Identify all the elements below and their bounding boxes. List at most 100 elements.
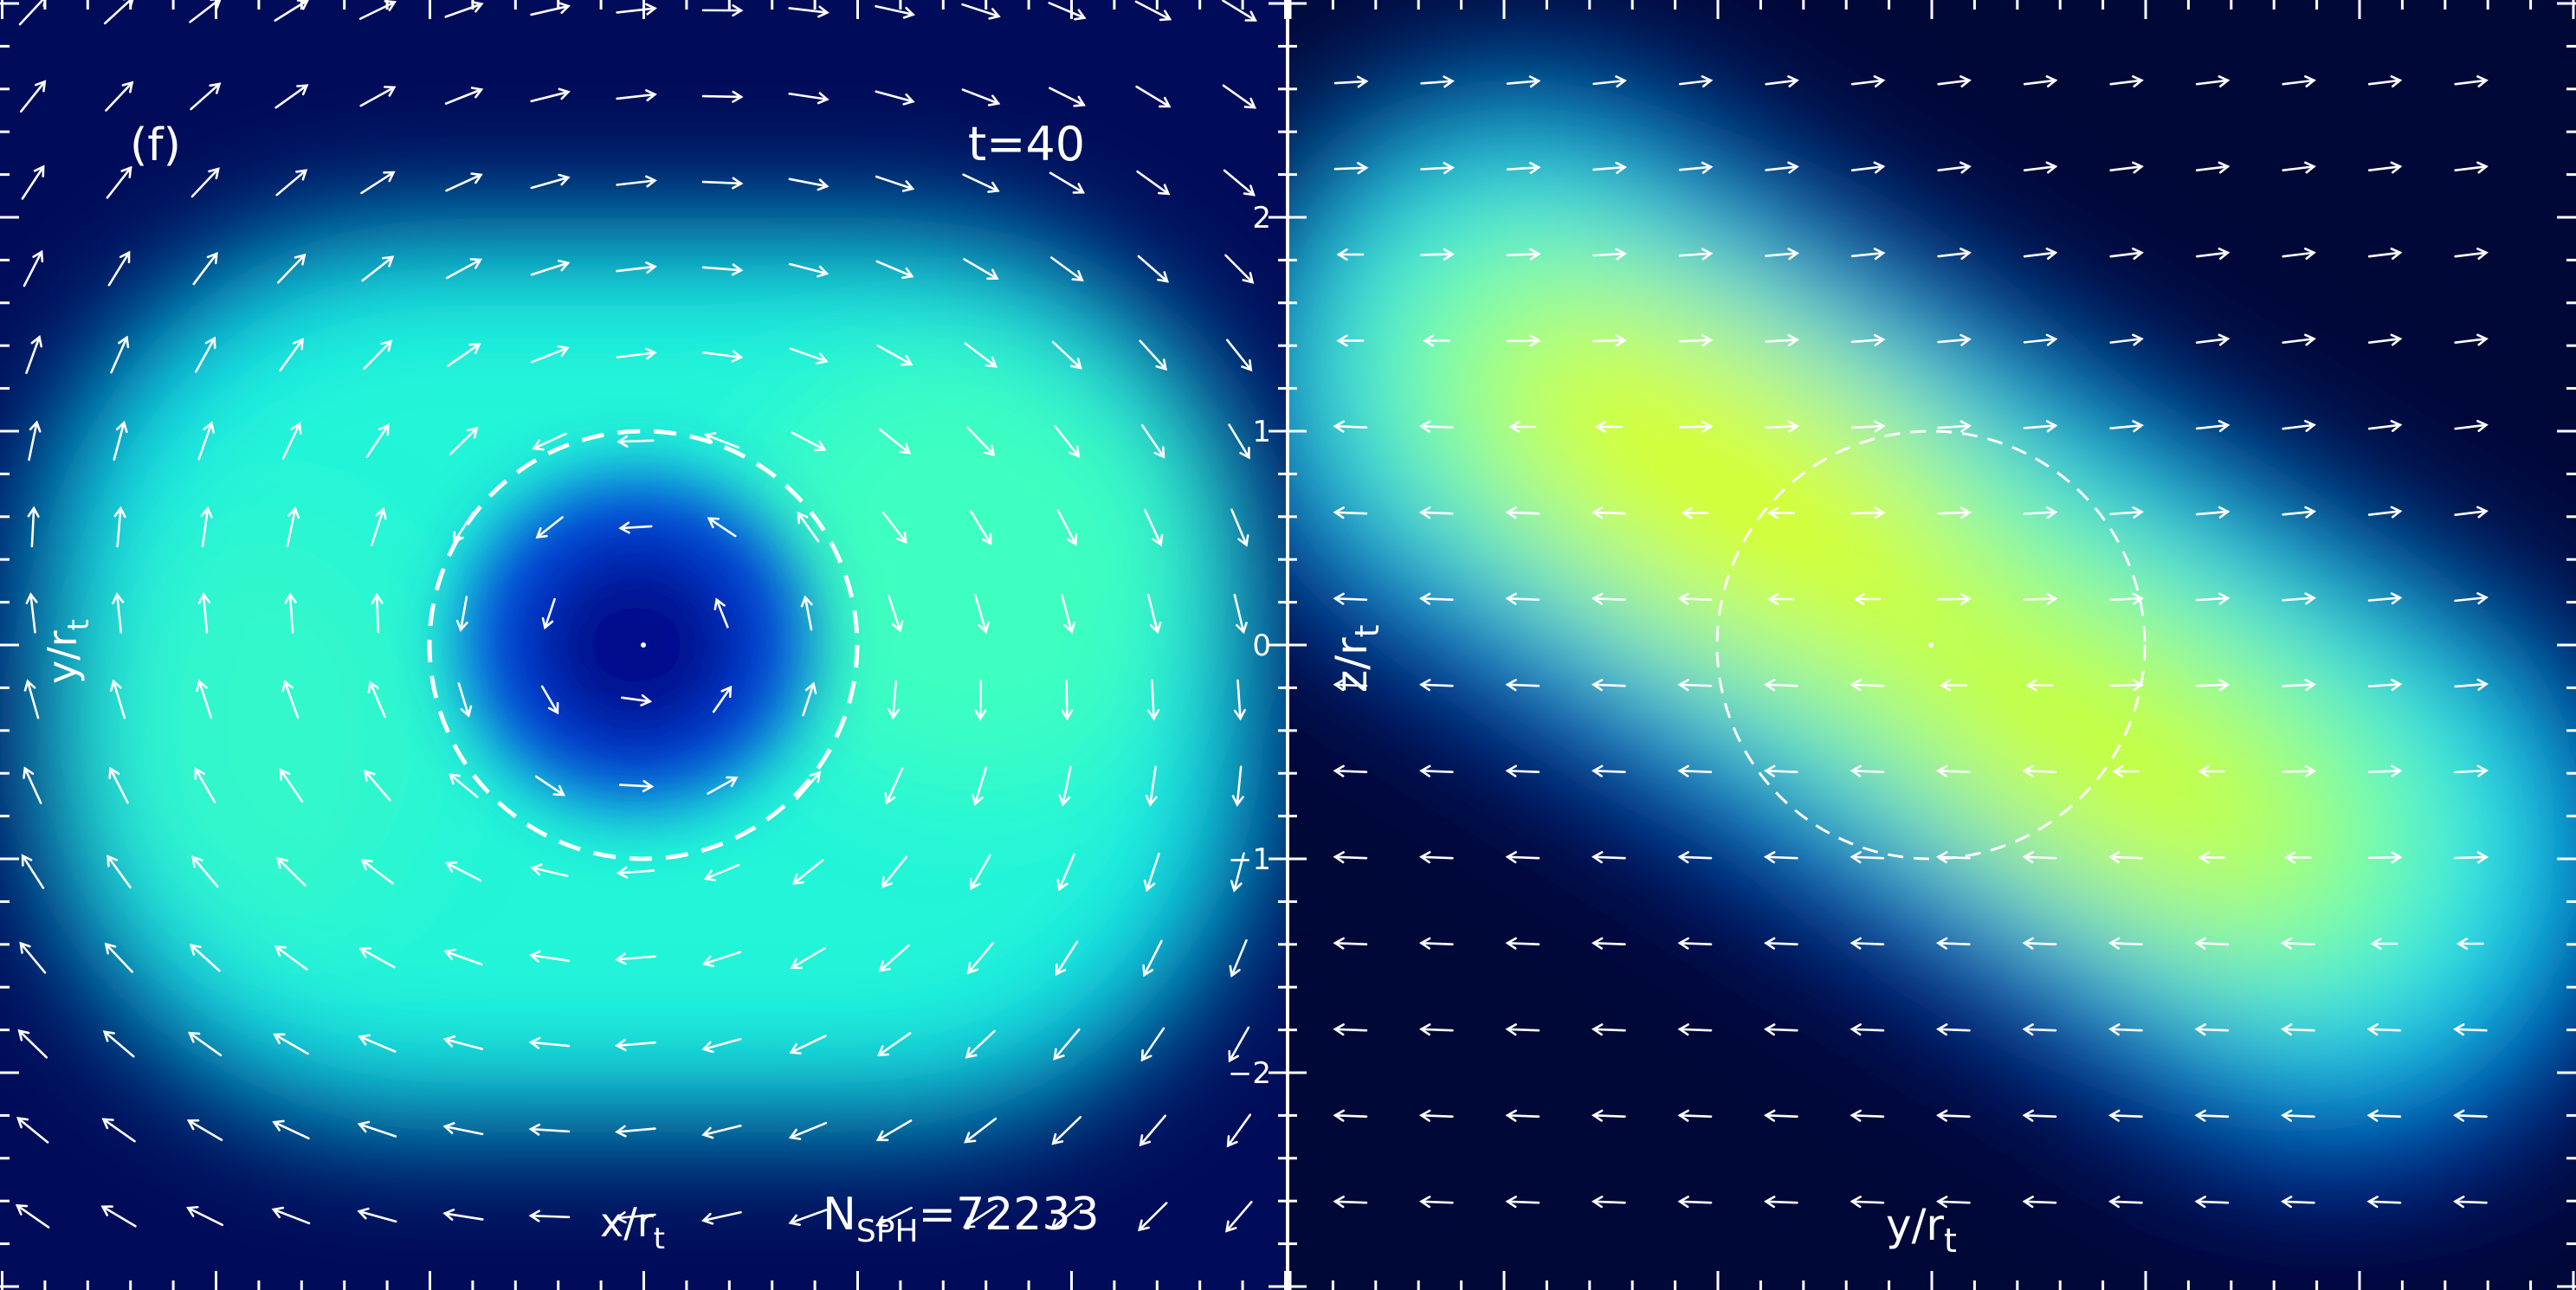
velocity-arrow: [707, 776, 739, 795]
velocity-arrow: [2109, 74, 2144, 87]
velocity-arrow: [358, 1034, 397, 1053]
velocity-arrow: [1937, 506, 1972, 519]
velocity-arrow: [2454, 74, 2489, 87]
velocity-arrow: [357, 1207, 397, 1223]
velocity-arrow: [1048, 2, 1087, 21]
velocity-arrow: [2367, 74, 2403, 87]
velocity-arrow: [19, 80, 47, 113]
velocity-arrow: [1677, 1196, 1713, 1209]
velocity-arrow: [2195, 161, 2231, 174]
velocity-arrow: [1224, 254, 1255, 284]
velocity-arrow: [875, 1119, 913, 1142]
velocity-arrow: [2108, 851, 2143, 864]
velocity-arrow: [1850, 74, 1886, 87]
velocity-arrow: [789, 347, 829, 364]
velocity-arrow: [615, 1211, 656, 1224]
velocity-arrow: [615, 952, 656, 965]
velocity-arrow: [1222, 84, 1256, 109]
velocity-arrow: [284, 592, 297, 634]
velocity-arrow: [528, 1209, 571, 1222]
velocity-arrow: [1678, 420, 1714, 433]
velocity-arrow: [2367, 506, 2403, 519]
velocity-arrow: [1333, 1109, 1368, 1122]
velocity-arrow: [1333, 764, 1368, 777]
velocity-arrow: [1049, 87, 1086, 107]
velocity-arrow: [23, 249, 44, 287]
velocity-arrow: [701, 1124, 742, 1139]
velocity-arrow: [881, 855, 908, 889]
velocity-arrow: [791, 431, 827, 452]
velocity-arrow: [455, 596, 468, 632]
velocity-arrow: [1850, 764, 1885, 777]
velocity-arrow: [1054, 424, 1081, 458]
velocity-arrow: [276, 856, 307, 887]
velocity-arrow: [1765, 420, 1799, 433]
velocity-arrow: [1333, 420, 1368, 433]
velocity-arrow: [1419, 592, 1454, 605]
velocity-arrow: [1333, 1023, 1368, 1036]
velocity-arrow: [1591, 592, 1626, 605]
velocity-arrow: [1592, 161, 1627, 174]
velocity-arrow: [1677, 592, 1713, 605]
velocity-arrow: [2367, 419, 2403, 432]
velocity-arrow: [530, 863, 569, 878]
velocity-arrow: [2282, 506, 2316, 519]
velocity-arrow: [1136, 170, 1171, 196]
velocity-arrow: [1937, 248, 1972, 261]
velocity-arrow: [2370, 937, 2398, 951]
velocity-arrow: [1233, 593, 1248, 635]
velocity-arrow: [1591, 764, 1626, 777]
velocity-arrow: [281, 422, 302, 460]
velocity-arrow: [191, 855, 219, 888]
velocity-arrow: [108, 766, 129, 804]
velocity-arrow: [2454, 161, 2489, 174]
velocity-arrow: [192, 251, 218, 286]
velocity-arrow: [1677, 679, 1713, 692]
velocity-arrow: [528, 1036, 571, 1049]
velocity-arrow: [1506, 334, 1541, 347]
velocity-arrow: [2022, 1023, 2057, 1036]
velocity-arrow: [2281, 1023, 2315, 1036]
velocity-arrow: [1764, 679, 1798, 692]
velocity-arrow: [2023, 161, 2058, 174]
velocity-arrow: [1419, 1109, 1454, 1122]
velocity-arrow: [112, 592, 125, 634]
velocity-arrow: [1936, 1023, 1971, 1036]
velocity-arrow: [1228, 1026, 1250, 1063]
velocity-arrow: [875, 4, 915, 19]
time-label: t=40: [968, 117, 1085, 171]
velocity-arrow: [1049, 171, 1086, 194]
velocity-arrow: [2108, 1196, 2143, 1209]
velocity-arrow: [616, 89, 657, 102]
velocity-arrow: [1937, 333, 1972, 346]
velocity-arrow: [1678, 161, 1714, 174]
y-tick-label: 0: [1252, 629, 1271, 663]
velocity-arrow: [2194, 1023, 2230, 1036]
velocity-arrow: [2112, 764, 2140, 778]
velocity-arrow: [1853, 592, 1882, 606]
velocity-arrow: [701, 951, 742, 968]
left-reference-circle: [427, 429, 860, 861]
velocity-arrow: [2022, 1109, 2057, 1122]
velocity-arrow: [1677, 851, 1713, 864]
velocity-arrow: [2366, 1023, 2402, 1036]
velocity-arrow: [1333, 75, 1369, 88]
velocity-arrow: [1228, 423, 1250, 460]
velocity-arrow: [2453, 1109, 2488, 1122]
velocity-arrow: [788, 92, 830, 105]
velocity-arrow: [535, 516, 564, 539]
velocity-arrow: [1592, 248, 1627, 261]
right-vector-field: [1333, 74, 2489, 1209]
velocity-arrow: [1677, 764, 1713, 777]
velocity-arrow: [279, 768, 304, 803]
velocity-arrow: [2284, 851, 2312, 864]
velocity-arrow: [1138, 1202, 1168, 1232]
velocity-arrow: [788, 5, 830, 18]
velocity-arrow: [1135, 85, 1172, 108]
velocity-arrow: [1223, 169, 1256, 197]
velocity-arrow: [2194, 1196, 2230, 1209]
velocity-arrow: [534, 775, 565, 797]
velocity-arrow: [1764, 1196, 1798, 1209]
velocity-arrow: [110, 679, 126, 719]
right-y-axis-label: z/rt: [1327, 624, 1386, 693]
